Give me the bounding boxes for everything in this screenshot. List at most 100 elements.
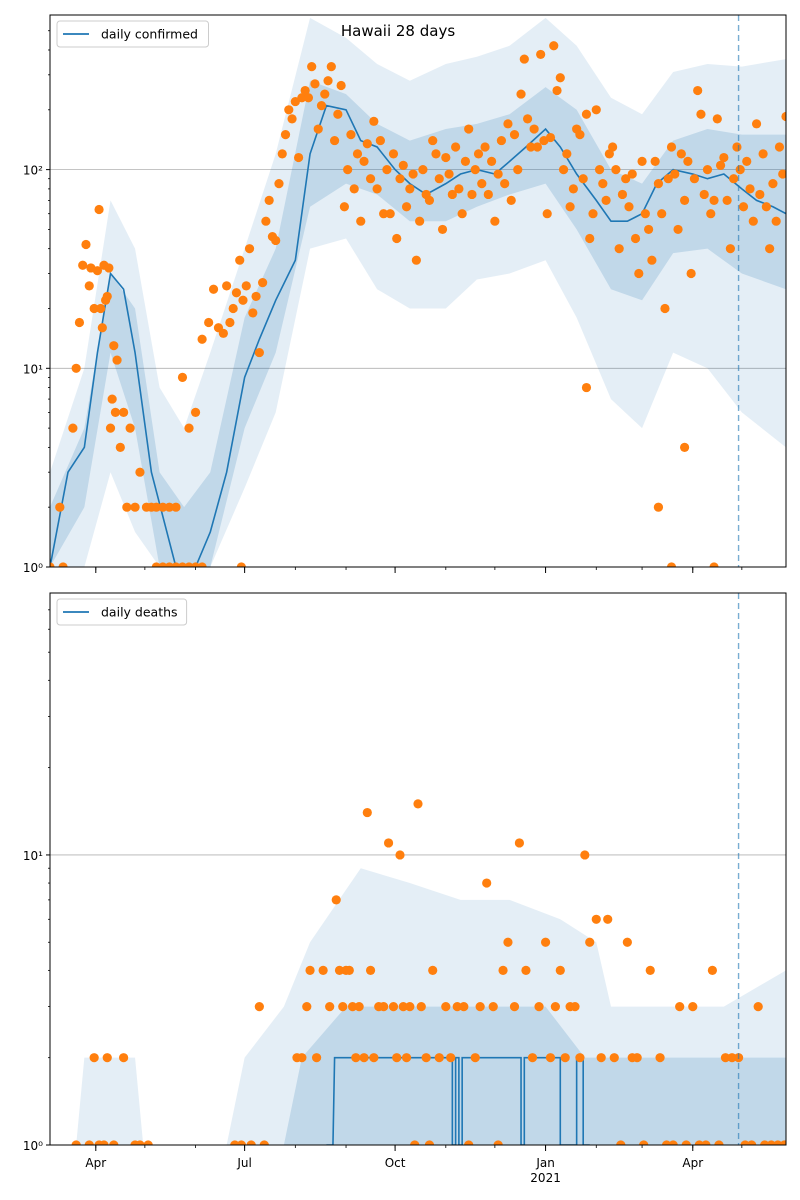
data-point [480, 142, 490, 152]
data-point [405, 1002, 415, 1012]
data-point [630, 233, 641, 244]
data-point [611, 165, 621, 175]
data-point [413, 799, 423, 809]
data-point [676, 149, 686, 159]
data-point [454, 184, 464, 194]
data-point [388, 149, 399, 159]
legend: daily deaths [56, 598, 188, 626]
data-point [735, 165, 745, 175]
y-tick-label: 10¹ [23, 849, 43, 863]
data-point [707, 965, 718, 975]
data-point [401, 1053, 412, 1063]
data-point [297, 1053, 307, 1063]
data-point [109, 341, 119, 351]
data-point [774, 142, 785, 152]
data-point [459, 1002, 469, 1012]
data-point [513, 165, 523, 175]
data-point [722, 195, 732, 205]
data-point [670, 169, 680, 179]
data-point [552, 85, 562, 96]
data-point [637, 156, 647, 166]
data-point [395, 174, 405, 184]
data-point [119, 1053, 129, 1063]
data-point [244, 244, 255, 254]
data-point [112, 355, 122, 365]
data-point [604, 149, 614, 159]
data-point [115, 442, 125, 452]
x-tick-label: Apr [85, 1156, 106, 1170]
data-point [768, 179, 778, 189]
data-point [218, 328, 228, 338]
data-point [591, 914, 601, 924]
data-point [475, 1002, 485, 1012]
data-point [318, 965, 328, 975]
data-point [503, 937, 513, 947]
data-point [645, 965, 655, 975]
data-point [415, 216, 425, 226]
data-point [352, 149, 363, 159]
data-point [460, 156, 471, 166]
data-point [521, 965, 531, 975]
confirmed-cases-panel: 10⁰ 10¹ 10² daily confirmed [23, 14, 787, 575]
data-point [742, 156, 752, 166]
data-point [565, 202, 575, 212]
data-point [359, 156, 369, 166]
x-tick-label: Jan [535, 1156, 555, 1170]
data-point [540, 937, 551, 947]
y-tick-label: 10⁰ [23, 1139, 43, 1153]
data-point [392, 1053, 402, 1063]
data-point [516, 89, 526, 99]
data-point [747, 1140, 757, 1145]
data-point [650, 156, 660, 166]
data-point [441, 1002, 451, 1012]
data-point [675, 1002, 685, 1012]
data-point [251, 291, 261, 302]
data-point [470, 165, 480, 175]
data-point [379, 209, 389, 219]
data-point [632, 1053, 642, 1063]
data-point [177, 372, 188, 382]
data-point [122, 502, 132, 512]
data-point [693, 85, 703, 96]
data-point [761, 202, 771, 212]
data-point [725, 244, 735, 254]
data-point [164, 502, 174, 512]
deaths-panel: 10⁰ 10¹ Apr Jul Oct Jan Apr 2021 daily deaths [23, 592, 787, 1185]
data-point [727, 1053, 737, 1063]
data-point [325, 1002, 335, 1012]
data-point [549, 41, 559, 51]
data-point [660, 303, 670, 314]
data-point [527, 1053, 538, 1063]
data-point [617, 189, 628, 200]
data-point [271, 235, 281, 246]
data-point [493, 169, 503, 179]
data-point [601, 195, 611, 205]
data-point [143, 1140, 153, 1145]
data-point [343, 165, 353, 175]
data-point [369, 1053, 379, 1063]
data-point [493, 1140, 503, 1145]
data-point [657, 209, 667, 219]
data-point [383, 838, 394, 848]
data-point [568, 184, 578, 194]
data-point [94, 204, 104, 215]
data-point [238, 295, 248, 305]
series-line [326, 1056, 590, 1145]
data-point [105, 423, 116, 433]
data-point [339, 202, 349, 212]
data-point [578, 174, 588, 184]
data-point [555, 965, 565, 975]
data-point [434, 174, 444, 184]
data-point [558, 165, 569, 175]
data-point [84, 281, 94, 291]
data-point [158, 502, 168, 512]
data-point [709, 195, 719, 205]
data-point [102, 1053, 112, 1063]
legend-box [56, 598, 188, 626]
data-point [581, 109, 592, 119]
data-point [696, 109, 706, 119]
data-point [248, 308, 258, 318]
data-point [110, 407, 121, 417]
data-point [71, 1140, 81, 1145]
data-point [624, 202, 634, 212]
